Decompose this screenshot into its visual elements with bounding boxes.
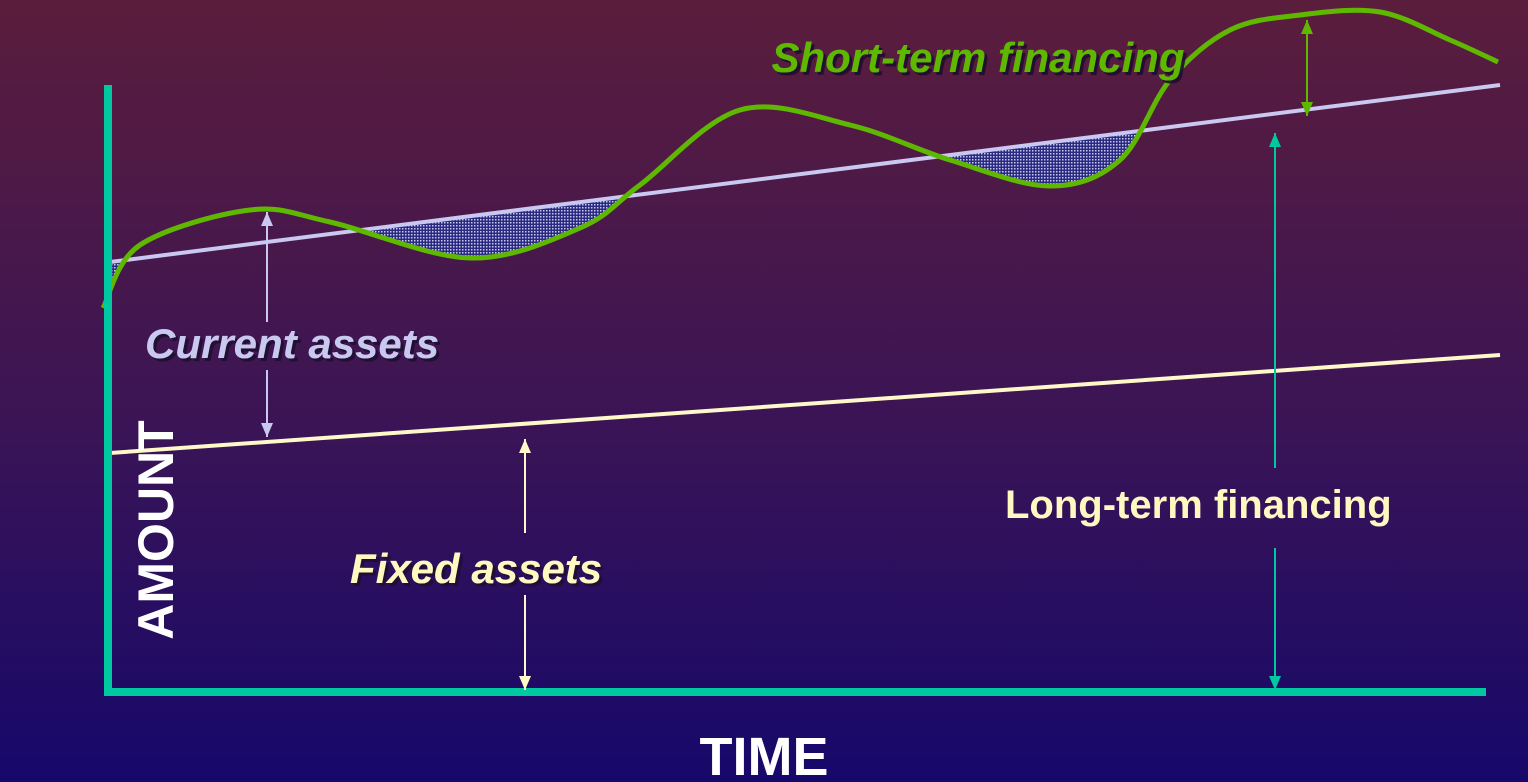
- arrow-head: [1301, 20, 1313, 34]
- fixed-assets-label: Fixed assets: [350, 545, 602, 592]
- arrow-head: [261, 423, 273, 437]
- short-term-label: Short-term financing: [771, 34, 1184, 81]
- arrow-head: [1269, 133, 1281, 147]
- fixed-assets-line: [109, 353, 1501, 455]
- long-term-label: Long-term financing: [1005, 483, 1392, 527]
- x-axis-label: TIME: [700, 727, 829, 782]
- total-assets-curve: [100, 7, 1500, 310]
- arrow-head: [1301, 102, 1313, 116]
- y-axis-label: AMOUNT: [128, 420, 184, 639]
- current-assets-line: [109, 83, 1501, 264]
- arrow-head: [1269, 676, 1281, 690]
- current-assets-label: Current assets: [145, 320, 439, 367]
- arrow-head: [519, 676, 531, 690]
- arrows: [261, 20, 1313, 690]
- arrow-head: [261, 212, 273, 226]
- arrow-head: [519, 439, 531, 453]
